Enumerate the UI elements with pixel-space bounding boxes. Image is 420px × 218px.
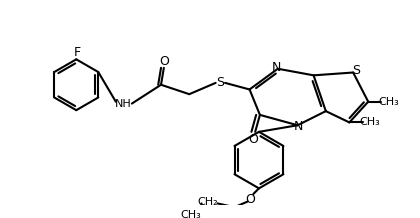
Text: O: O xyxy=(159,55,169,68)
Text: CH₃: CH₃ xyxy=(378,97,399,107)
Text: S: S xyxy=(352,64,360,77)
Text: S: S xyxy=(216,76,224,89)
Text: F: F xyxy=(74,46,81,59)
Text: N: N xyxy=(272,61,281,74)
Text: CH₃: CH₃ xyxy=(360,118,381,128)
Text: CH₃: CH₃ xyxy=(181,210,202,218)
Text: O: O xyxy=(248,133,258,146)
Text: N: N xyxy=(294,120,303,133)
Text: O: O xyxy=(246,193,255,206)
Text: NH: NH xyxy=(115,99,132,109)
Text: CH₂: CH₂ xyxy=(198,197,218,206)
